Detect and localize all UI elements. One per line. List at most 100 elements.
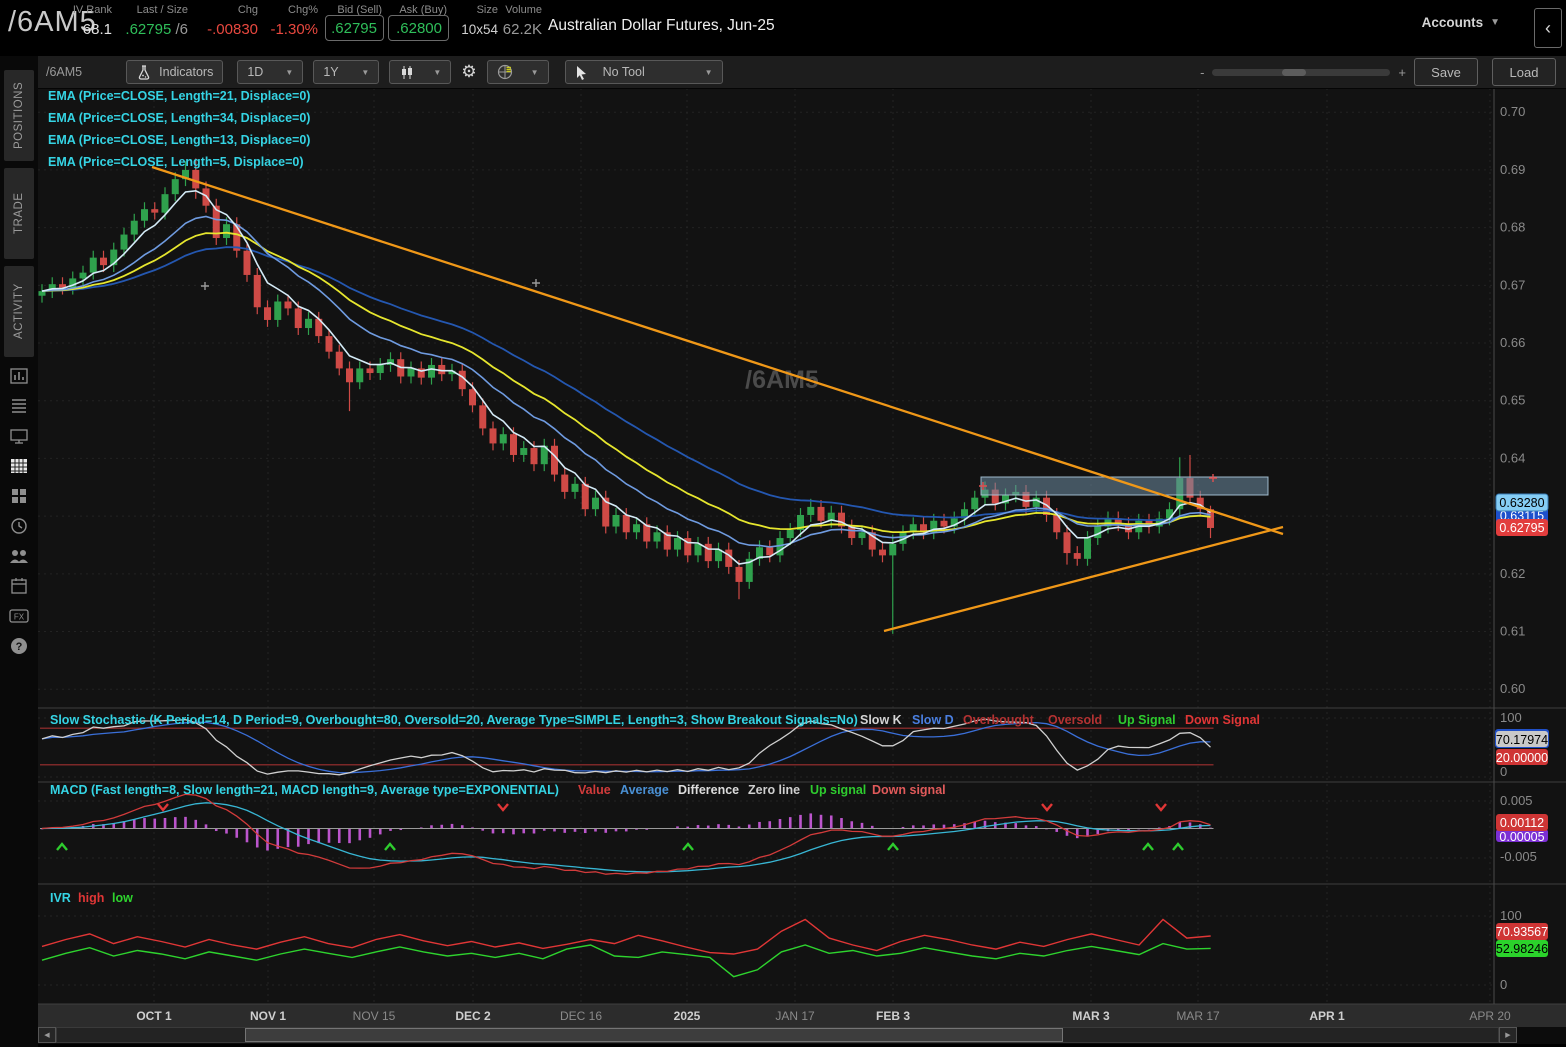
stoch-legend-overbought: Overbought (963, 713, 1035, 727)
trendline[interactable] (151, 165, 1284, 536)
scroll-right-button[interactable]: ▶ (1499, 1027, 1517, 1043)
price-tick[interactable]: 0.61 (1500, 624, 1525, 639)
ema-label-13[interactable]: EMA (Price=CLOSE, Length=13, Displace=0) (48, 133, 310, 147)
compare-grid-icon (497, 64, 512, 80)
resistance-zone-box[interactable] (980, 476, 1269, 496)
indicators-button[interactable]: Indicators (126, 60, 224, 84)
candle (264, 307, 271, 320)
price-tick[interactable]: 0.69 (1500, 162, 1525, 177)
macd-header[interactable]: MACD (Fast length=8, Slow length=21, MAC… (50, 783, 559, 797)
chart-type-dropdown[interactable]: ▼ (389, 60, 452, 84)
stoch-header[interactable]: Slow Stochastic (K Period=14, D Period=9… (50, 713, 858, 727)
x-tick[interactable]: 2025 (674, 1009, 701, 1023)
candle (725, 549, 733, 567)
ivr-tick-0: 0 (1500, 977, 1507, 992)
macd-average-line (41, 802, 1211, 873)
monitor-icon[interactable] (7, 424, 31, 448)
scrollbar-track[interactable] (56, 1027, 1499, 1043)
scroll-left-button[interactable]: ◀ (38, 1027, 56, 1043)
macd-histogram-bar (788, 817, 792, 829)
candle (561, 474, 569, 492)
trendline-drawings[interactable] (151, 165, 1284, 633)
collapse-panel-button[interactable]: ‹ (1534, 8, 1562, 48)
zoom-slider-thumb[interactable] (1282, 68, 1307, 76)
candle (151, 209, 159, 213)
svg-text:FX: FX (14, 613, 25, 622)
candle (786, 529, 794, 539)
macd-histogram-bar (583, 828, 587, 834)
price-tick[interactable]: 0.68 (1500, 220, 1525, 235)
ivr-header[interactable]: IVR (50, 891, 71, 905)
candle (212, 205, 220, 239)
bid-button[interactable]: .62795 (325, 15, 384, 41)
macd-histogram-bar (184, 816, 187, 829)
stoch-legend-slow-d: Slow D (912, 713, 954, 727)
price-axis-ticks[interactable]: 0.700.690.680.670.660.650.640.630.620.61… (1500, 104, 1525, 696)
ema-label-5[interactable]: EMA (Price=CLOSE, Length=5, Displace=0) (48, 155, 304, 169)
fx-icon[interactable]: FX (7, 604, 31, 628)
ask-button[interactable]: .62800 (388, 15, 449, 41)
candle (141, 209, 148, 221)
history-icon[interactable] (7, 514, 31, 538)
x-tick[interactable]: OCT 1 (136, 1009, 172, 1023)
save-button[interactable]: Save (1414, 58, 1478, 86)
sidebar-tab-positions[interactable]: POSITIONS (4, 70, 34, 161)
macd-histogram-bar (399, 828, 403, 831)
x-tick[interactable]: DEC 16 (560, 1009, 602, 1023)
x-tick[interactable]: MAR 3 (1072, 1009, 1110, 1023)
help-icon[interactable]: ? (7, 634, 31, 658)
macd-histogram-bar (522, 828, 526, 834)
load-button[interactable]: Load (1492, 58, 1556, 86)
zoom-out-button[interactable]: - (1200, 64, 1205, 80)
quote-panel-icon[interactable] (7, 364, 31, 388)
candle (69, 278, 77, 288)
ivr-bubble-low-value: 52.98246 (1496, 942, 1548, 956)
macd-histogram-bar (1116, 828, 1120, 831)
price-tick[interactable]: 0.64 (1500, 450, 1525, 465)
accounts-menu[interactable]: Accounts ▼ (1421, 15, 1500, 30)
candle (940, 520, 948, 527)
trendline[interactable] (883, 525, 1284, 633)
macd-legend-up-signal: Up signal (810, 783, 866, 797)
x-tick[interactable]: FEB 3 (876, 1009, 910, 1023)
x-tick[interactable]: JAN 17 (775, 1009, 815, 1023)
price-tick[interactable]: 0.66 (1500, 335, 1525, 350)
layout-dropdown[interactable]: ▼ (486, 60, 549, 84)
gear-icon[interactable]: ⚙ (461, 62, 477, 81)
x-tick[interactable]: APR 20 (1469, 1009, 1511, 1023)
x-tick[interactable]: APR 1 (1309, 1009, 1345, 1023)
x-tick[interactable]: NOV 1 (250, 1009, 286, 1023)
horizontal-scrollbar[interactable]: ◀ ▶ (38, 1027, 1566, 1044)
time-axis-ticks[interactable]: OCT 1 NOV 1 NOV 15 DEC 2 DEC 16 2025 JAN 17 FEB… (136, 1009, 1511, 1023)
svg-text:?: ? (16, 641, 23, 653)
price-tick[interactable]: 0.70 (1500, 104, 1525, 119)
zoom-in-button[interactable]: + (1398, 64, 1406, 80)
sidebar-tab-activity[interactable]: ACTIVITY (4, 266, 34, 357)
price-tick[interactable]: 0.67 (1500, 277, 1525, 292)
list-icon[interactable] (7, 394, 31, 418)
dashboard-icon[interactable] (7, 484, 31, 508)
iv-rank-field: IV Rank 68.1 (58, 3, 112, 40)
ema-label-34[interactable]: EMA (Price=CLOSE, Length=34, Displace=0) (48, 111, 310, 125)
calendar-icon[interactable] (7, 574, 31, 598)
price-tick[interactable]: 0.62 (1500, 566, 1525, 581)
candle (991, 489, 999, 504)
zoom-slider[interactable] (1212, 68, 1391, 76)
macd-legend-difference: Difference (678, 783, 739, 797)
chart-grid-icon[interactable] (7, 454, 31, 478)
candle (571, 483, 579, 492)
x-tick[interactable]: NOV 15 (353, 1009, 396, 1023)
scrollbar-thumb[interactable] (245, 1028, 1063, 1042)
price-tick[interactable]: 0.65 (1500, 393, 1525, 408)
sidebar-tab-trade[interactable]: TRADE (4, 168, 34, 259)
price-tick[interactable]: 0.60 (1500, 681, 1525, 696)
timeframe-dropdown[interactable]: 1D ▼ (237, 60, 304, 84)
drawing-tool-dropdown[interactable]: No Tool ▼ (564, 60, 723, 84)
x-tick[interactable]: MAR 17 (1176, 1009, 1220, 1023)
ema-label-21[interactable]: EMA (Price=CLOSE, Length=21, Displace=0) (48, 89, 310, 103)
community-icon[interactable] (7, 544, 31, 568)
x-tick[interactable]: DEC 2 (455, 1009, 491, 1023)
range-dropdown[interactable]: 1Y ▼ (313, 60, 380, 84)
macd-up-signal-arrow (682, 842, 694, 851)
